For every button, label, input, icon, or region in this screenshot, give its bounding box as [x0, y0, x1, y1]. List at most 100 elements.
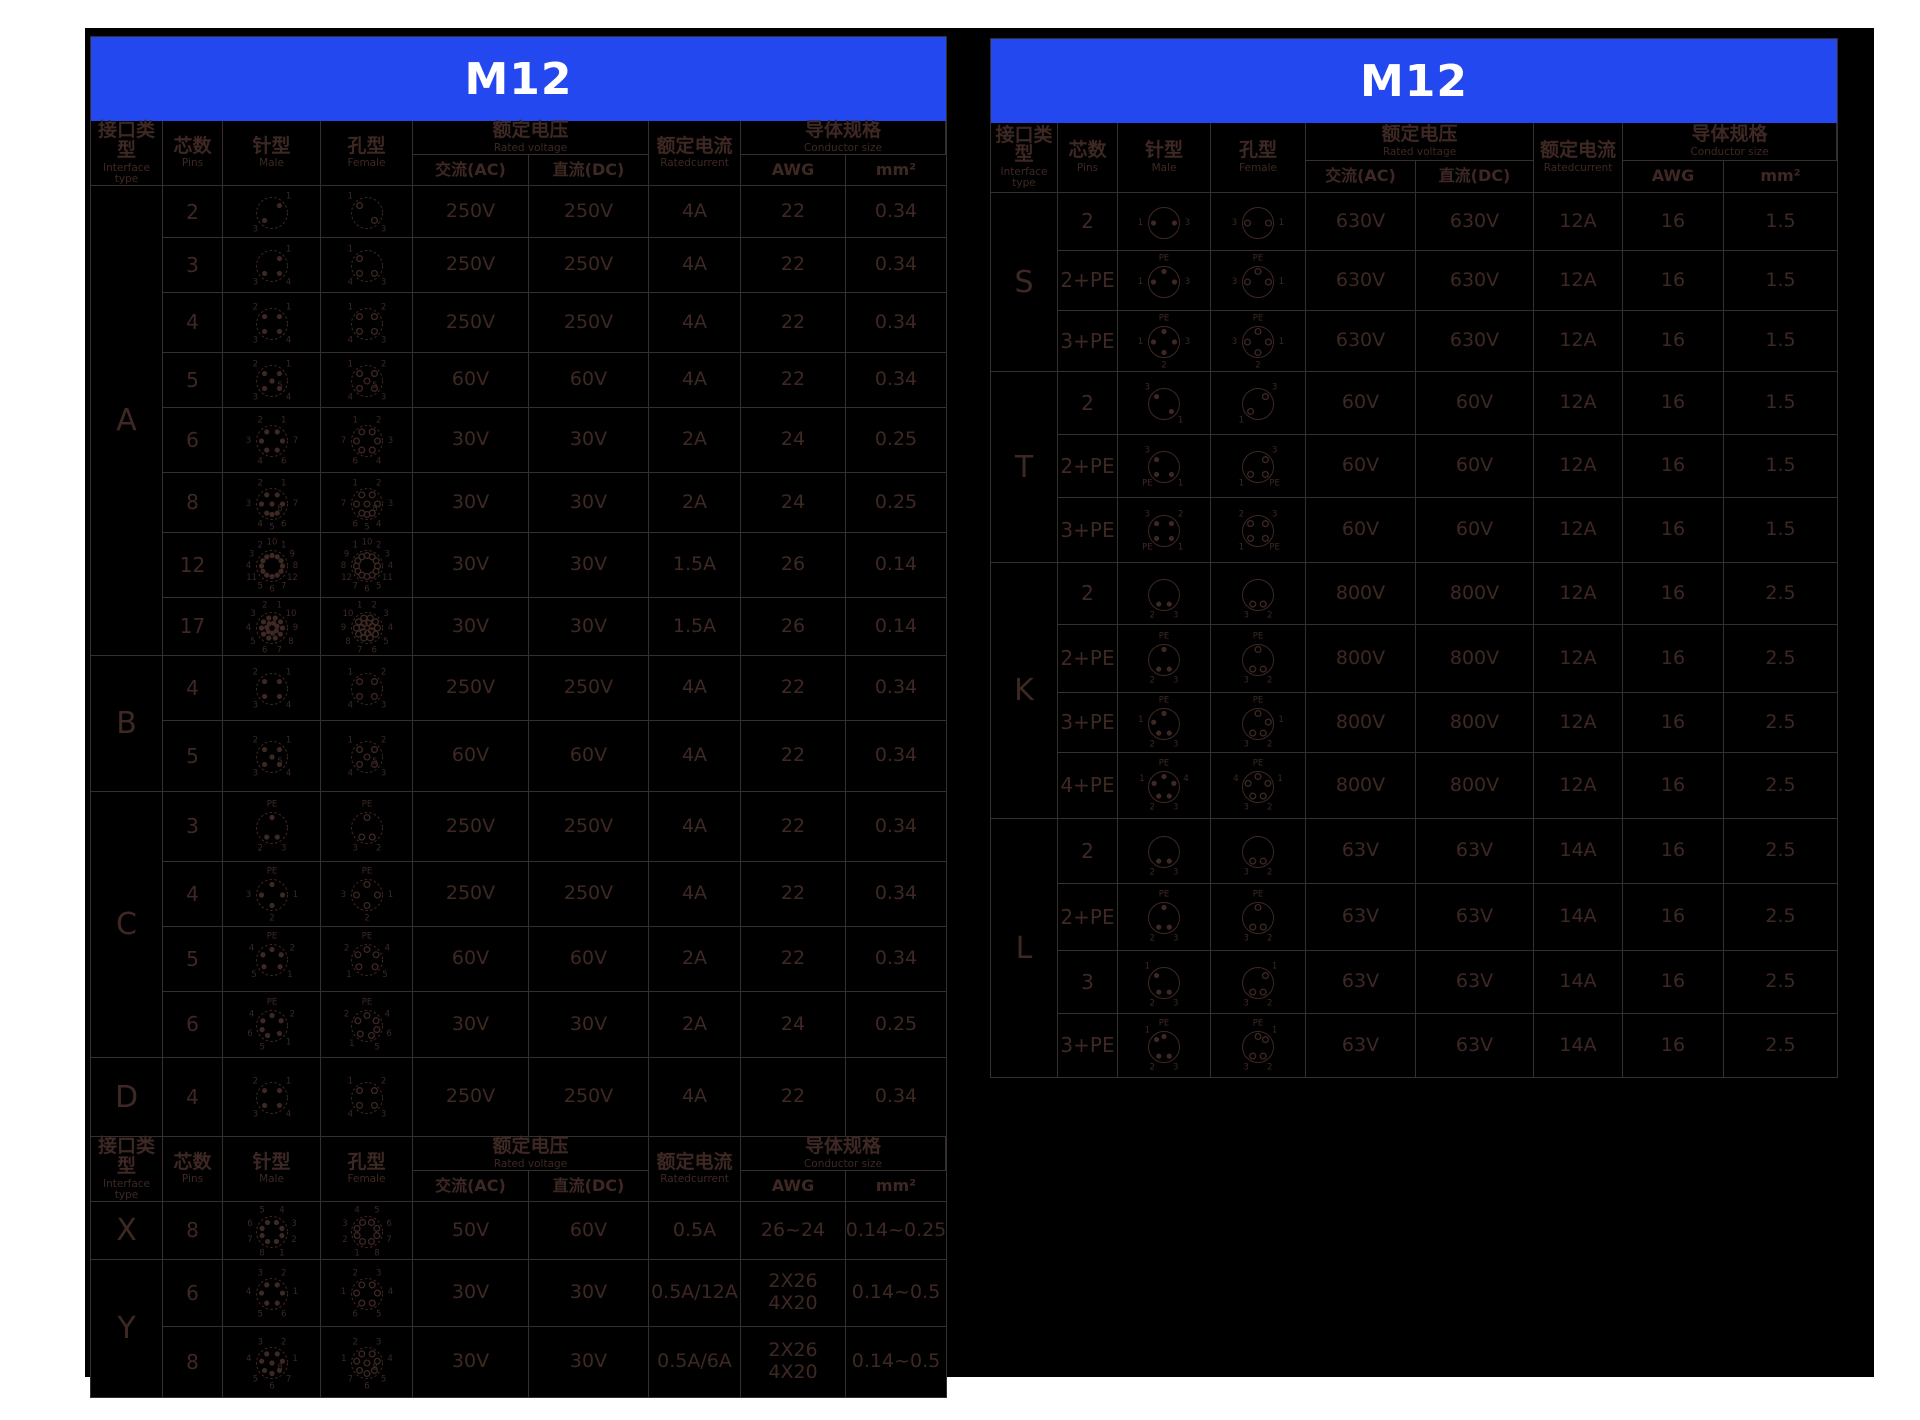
header-rated-voltage: 额定电压 Rated voltage — [1306, 123, 1534, 161]
cell-awg: 16 — [1623, 311, 1724, 371]
table-row: 2 1 3 3 1 630V 630V 12A 16 1.5 — [1058, 193, 1837, 251]
svg-text:3: 3 — [291, 1218, 296, 1228]
cell-mm2: 0.34 — [874, 947, 918, 970]
cell-pins: 2 — [1058, 819, 1118, 883]
pin-diagram-male-icon: 2 1 4 3 5 — [252, 359, 291, 402]
cell-awg: 22 — [741, 721, 846, 791]
svg-text:2: 2 — [257, 478, 262, 488]
section-rows: 8 4 3 2 1 8 7 6 5 5 6 7 8 1 2 3 4 50V 60V 0.5A 26~24 0.14~0.2… — [163, 1202, 946, 1259]
cell-male-diagram: PE 2 3 — [1118, 884, 1211, 950]
pin-diagram-female-icon: PE 3 2 1 — [1232, 314, 1284, 371]
cell-pins: 2+PE — [1058, 625, 1118, 692]
svg-text:3: 3 — [1173, 675, 1178, 685]
svg-text:4: 4 — [1233, 773, 1238, 783]
cell-ac-voltage: 60V — [1306, 372, 1416, 434]
cell-rated-current: 1.5A — [649, 533, 741, 597]
svg-text:PE: PE — [266, 799, 277, 809]
cell-mm2: 1.5 — [1765, 268, 1796, 291]
pin-diagram-male-icon: PE 2 1 56 4 — [247, 997, 295, 1052]
svg-text:6: 6 — [262, 645, 267, 655]
pin-diagram-female-icon: 1 234 67 — [340, 416, 392, 467]
svg-text:1: 1 — [276, 600, 281, 610]
svg-text:2: 2 — [252, 359, 257, 369]
cell-dc-voltage: 30V — [529, 473, 649, 532]
svg-text:1: 1 — [1279, 218, 1284, 228]
header-awg: AWG — [741, 155, 846, 186]
cell-female-diagram: PE 4 1 3 2 — [1211, 753, 1306, 818]
cell-mm2: 1.5 — [1765, 329, 1796, 352]
pin-diagram-male-icon: 1 2 3 — [1145, 961, 1180, 1008]
svg-text:4: 4 — [248, 1009, 253, 1019]
svg-text:2: 2 — [289, 1009, 294, 1019]
svg-text:3: 3 — [380, 769, 385, 779]
cell-pins: 3 — [163, 792, 223, 861]
svg-text:1: 1 — [347, 191, 352, 201]
cell-female-diagram: 1 2 3 4 5 — [321, 721, 413, 791]
svg-text:8: 8 — [292, 561, 297, 571]
header-dc: 直流(DC) — [529, 155, 649, 186]
svg-text:8: 8 — [288, 636, 293, 646]
svg-text:5: 5 — [383, 636, 388, 646]
header-female: 孔型 Female — [321, 121, 413, 186]
svg-text:PE: PE — [266, 997, 277, 1007]
svg-text:7: 7 — [281, 581, 286, 591]
svg-text:11: 11 — [381, 573, 392, 583]
section-Y: Y 6 2 1 6 5 4 3 3 4 5 6 1 2 30V 30V 0.5A/12A 2X26 4X20 0.1… — [91, 1260, 946, 1397]
svg-text:1: 1 — [340, 1287, 345, 1297]
cell-dc-voltage: 63V — [1416, 819, 1534, 883]
svg-text:1: 1 — [347, 667, 352, 677]
svg-text:2: 2 — [376, 416, 381, 426]
table-row: 3 1 2 3 1 3 2 63V 63V 14A 16 2.5 — [1058, 951, 1837, 1014]
cell-pins: 6 — [163, 1260, 223, 1326]
cell-rated-current: 0.5A/12A — [649, 1260, 741, 1326]
svg-text:7: 7 — [276, 645, 281, 655]
svg-text:1: 1 — [1145, 961, 1150, 971]
svg-text:6: 6 — [269, 585, 274, 595]
svg-text:2: 2 — [1267, 675, 1272, 685]
svg-text:8: 8 — [340, 561, 345, 571]
interface-type-label: D — [91, 1058, 163, 1136]
cell-rated-current: 12A — [1534, 251, 1623, 310]
table-row: 8 2 1 7 6 5 4 3 8 1 2 3 4 5 6 7 8 30V 30V 2A 24 0.25 — [163, 473, 946, 533]
svg-text:7: 7 — [347, 1375, 352, 1385]
svg-text:5: 5 — [380, 1375, 385, 1385]
header-conductor-size: 导体规格 Conductor size — [741, 120, 946, 155]
cell-awg: 22 — [741, 1058, 846, 1136]
svg-text:PE: PE — [1159, 631, 1170, 641]
table-row: 6 2 1 7 6 4 3 1 2 3 4 6 7 30V 30V 2A 24 0.25 — [163, 408, 946, 473]
svg-text:1: 1 — [1239, 543, 1244, 553]
svg-text:1: 1 — [1279, 277, 1284, 287]
cell-pins: 2 — [1058, 372, 1118, 434]
cell-pins: 2+PE — [1058, 251, 1118, 310]
cell-female-diagram: 2 3 1 PE — [1211, 498, 1306, 562]
cell-male-diagram: 2 1 4 3 5 — [223, 353, 321, 407]
cell-female-diagram: 1 2 3 4 5 — [321, 353, 413, 407]
header-rated-current: 额定电流 Ratedcurrent — [649, 1137, 741, 1202]
svg-text:5: 5 — [257, 581, 262, 591]
svg-text:7: 7 — [340, 499, 345, 509]
svg-text:3: 3 — [1173, 802, 1178, 812]
svg-text:6: 6 — [386, 1029, 391, 1039]
table-row: 5 PE 2 1 5 4 PE 4 5 1 2 60V 60V 2A 22 0.34 — [163, 927, 946, 992]
cell-female-diagram: PE 3 2 — [321, 792, 413, 861]
section-L: L 2 2 3 3 2 63V 63V 14A 16 2.5 2+PE PE 2 3 PE 3 2 63V 63V 14… — [991, 819, 1837, 1077]
cell-dc-voltage: 250V — [529, 293, 649, 352]
table-row: 2+PE 3 PE 1 3 1 PE 60V 60V 12A 16 1.5 — [1058, 435, 1837, 498]
interface-type-label: L — [991, 819, 1058, 1077]
svg-text:4: 4 — [376, 456, 381, 466]
cell-mm2: 0.34 — [874, 1085, 918, 1108]
svg-text:9: 9 — [292, 623, 297, 633]
pin-diagram-male-icon: PE 1 2 3 — [1145, 1018, 1180, 1072]
cell-ac-voltage: 60V — [413, 927, 529, 991]
svg-text:7: 7 — [247, 1235, 252, 1245]
table-row: 6 PE 2 1 5 6 4 PE 4 6 5 1 2 30V 30V 2A 24 0.25 — [163, 992, 946, 1057]
cell-awg: 22 — [741, 293, 846, 352]
cell-rated-current: 14A — [1534, 951, 1623, 1013]
section-rows: 4 2 1 4 3 1 2 3 4 250V 250V 4A 22 0.34 — [163, 1058, 946, 1136]
svg-text:5: 5 — [372, 381, 377, 391]
cell-rated-current: 14A — [1534, 884, 1623, 950]
cell-awg: 16 — [1623, 435, 1724, 497]
cell-awg: 16 — [1623, 753, 1724, 818]
